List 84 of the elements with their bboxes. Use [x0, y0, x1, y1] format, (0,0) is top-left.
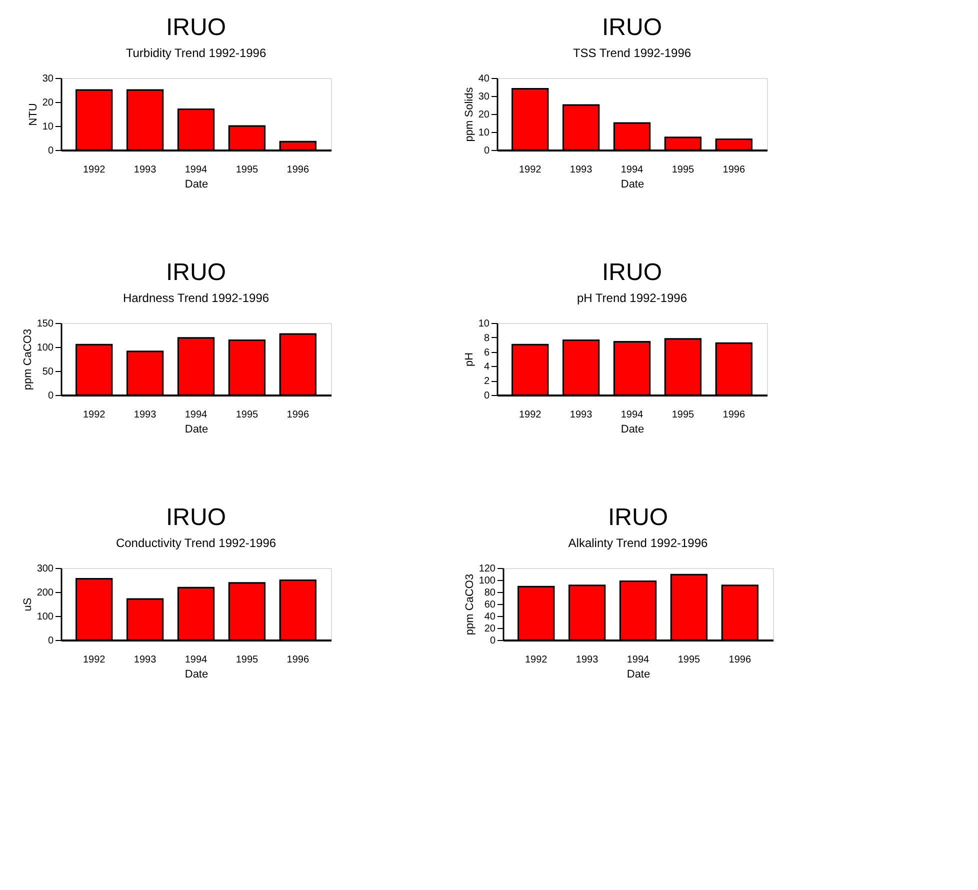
y-tick-label: 300	[36, 564, 54, 574]
y-tick-label: 30	[478, 92, 490, 102]
chart-title: IRUO	[166, 504, 226, 531]
y-axis-title: uS	[22, 598, 34, 612]
x-axis-title: Date	[184, 668, 208, 680]
x-tick-label: 1994	[184, 164, 208, 176]
x-tick-label: 1996	[286, 410, 310, 420]
y-tick-label: 120	[478, 564, 496, 574]
chart-subtitle: TSS Trend 1992-1996	[572, 46, 692, 60]
chart-title: IRUO	[608, 504, 668, 531]
chart-title: IRUO	[166, 14, 226, 41]
y-tick-label: 8	[484, 332, 490, 344]
y-tick-label: 50	[42, 366, 54, 378]
y-tick-label: 10	[478, 318, 490, 330]
x-tick-label: 1993	[570, 164, 593, 176]
y-tick-label: 6	[484, 347, 490, 358]
x-tick-label: 1995	[236, 410, 259, 420]
x-tick-label: 1993	[134, 164, 157, 176]
y-tick-label: 20	[478, 110, 490, 120]
y-axis-title: ppm Solids	[463, 86, 476, 142]
x-tick-label: 1995	[672, 164, 695, 176]
y-tick-label: 40	[484, 612, 496, 622]
chart-title: IRUO	[602, 14, 662, 41]
x-tick-label: 1995	[236, 164, 259, 176]
x-axis-title: Date	[620, 424, 644, 436]
x-tick-label: 1994	[626, 654, 650, 666]
x-tick-label: 1995	[236, 654, 259, 666]
x-axis-title: Date	[620, 178, 644, 190]
y-axis-title: pH	[463, 352, 476, 367]
x-tick-label: 1996	[286, 164, 310, 176]
chart-subtitle: Conductivity Trend 1992-1996	[116, 536, 276, 550]
y-tick-label: 20	[42, 98, 54, 108]
x-tick-label: 1993	[134, 654, 157, 666]
y-tick-label: 150	[36, 318, 54, 330]
chart-title: IRUO	[166, 259, 226, 286]
x-tick-label: 1992	[82, 164, 106, 176]
x-axis-title: Date	[184, 178, 208, 190]
x-tick-label: 1992	[82, 410, 106, 420]
x-tick-label: 1992	[524, 654, 548, 666]
x-tick-label: 1994	[184, 654, 208, 666]
chart-subtitle: pH Trend 1992-1996	[576, 291, 688, 305]
chart-subtitle: Hardness Trend 1992-1996	[122, 291, 270, 305]
y-tick-label: 2	[484, 376, 490, 388]
x-axis-title: Date	[626, 668, 650, 680]
x-tick-label: 1994	[620, 164, 644, 176]
y-tick-label: 4	[484, 362, 490, 373]
x-tick-label: 1993	[570, 410, 593, 420]
y-tick-label: 0	[490, 636, 496, 646]
x-tick-label: 1996	[728, 654, 752, 666]
x-tick-label: 1995	[672, 410, 695, 420]
x-tick-label: 1996	[722, 410, 746, 420]
x-tick-label: 1996	[722, 164, 746, 176]
chart-subtitle: Turbidity Trend 1992-1996	[126, 46, 266, 60]
y-tick-label: 0	[48, 636, 54, 646]
y-tick-label: 200	[36, 588, 54, 598]
x-tick-label: 1993	[134, 410, 157, 420]
y-tick-label: 80	[484, 588, 496, 598]
y-tick-label: 40	[478, 74, 490, 84]
y-axis-title: NTU	[27, 103, 40, 126]
y-tick-label: 10	[42, 122, 54, 132]
chart-subtitle: Alkalinty Trend 1992-1996	[568, 536, 708, 550]
y-tick-label: 100	[36, 612, 54, 622]
y-tick-label: 0	[484, 390, 490, 402]
y-tick-label: 60	[484, 600, 496, 610]
x-tick-label: 1992	[518, 164, 542, 176]
chart-title: IRUO	[602, 259, 662, 286]
y-axis-title: ppm CaCO3	[464, 574, 476, 636]
y-tick-label: 0	[48, 146, 54, 156]
y-tick-label: 30	[42, 74, 54, 84]
x-axis-title: Date	[184, 424, 208, 436]
x-tick-label: 1992	[518, 410, 542, 420]
y-tick-label: 10	[478, 128, 490, 138]
y-tick-label: 20	[484, 624, 496, 634]
x-tick-label: 1996	[286, 654, 310, 666]
x-tick-label: 1992	[82, 654, 106, 666]
x-tick-label: 1993	[576, 654, 599, 666]
y-axis-title: ppm CaCO3	[22, 328, 34, 390]
x-tick-label: 1994	[620, 410, 644, 420]
y-tick-label: 0	[48, 390, 54, 402]
y-tick-label: 100	[478, 576, 496, 586]
x-tick-label: 1994	[184, 410, 208, 420]
y-tick-label: 100	[36, 342, 54, 354]
y-tick-label: 0	[484, 146, 490, 156]
x-tick-label: 1995	[678, 654, 701, 666]
